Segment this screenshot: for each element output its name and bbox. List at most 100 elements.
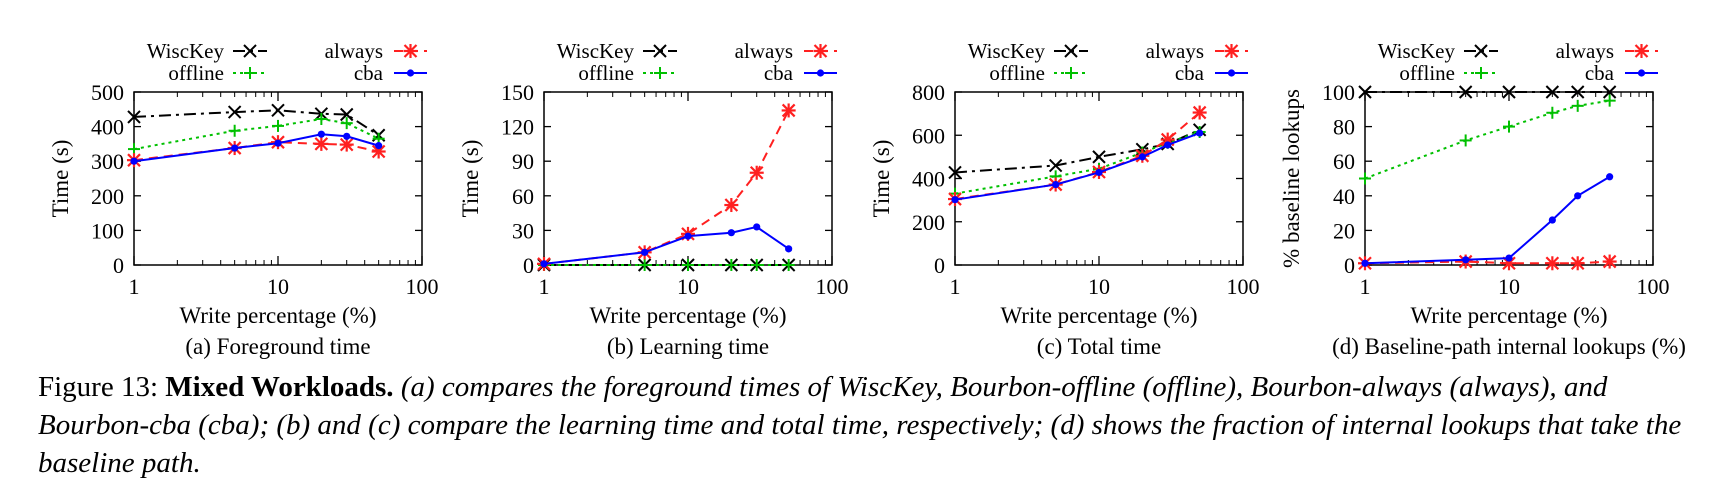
data-point (1505, 254, 1513, 262)
data-point (1358, 85, 1372, 99)
x-tick-label: 10 (267, 274, 289, 299)
x-axis-label: Write percentage (%) (1410, 303, 1607, 328)
legend-label: WiscKey (557, 39, 635, 63)
y-tick-label: 0 (1344, 253, 1355, 278)
series-always (127, 135, 386, 168)
y-tick-label: 100 (1322, 80, 1355, 105)
series-line (954, 132, 1201, 201)
data-point (682, 259, 694, 271)
y-tick-label: 0 (523, 253, 534, 278)
subplot-title: (a) Foreground time (185, 334, 370, 359)
marker-dot (1505, 254, 1513, 262)
marker-dot (785, 245, 793, 253)
series-offline (1359, 94, 1616, 185)
chart-c: 0 200 400 600 800 1 10 100 Write percentage (%) T… (869, 39, 1260, 359)
legend-item-cba: cba (1585, 61, 1658, 85)
legend-item-always: always (1146, 39, 1248, 63)
legend-label: cba (764, 61, 794, 85)
marker-stroke (1474, 44, 1488, 58)
data-point (1574, 192, 1582, 200)
y-axis-label: Time (s) (458, 140, 483, 218)
marker-dot (1606, 173, 1614, 181)
legend-swatch-marker (403, 44, 418, 58)
legend-swatch-marker (653, 44, 667, 58)
y-tick-label: 120 (501, 115, 534, 140)
y-tick-label: 30 (512, 218, 534, 243)
data-point (339, 137, 354, 152)
marker-dot (1462, 256, 1470, 264)
x-axis-label: Write percentage (%) (1000, 303, 1197, 328)
x-tick-label: 1 (950, 274, 961, 299)
series-offline (128, 112, 385, 156)
legend-item-always: always (735, 39, 837, 63)
series-cba (951, 129, 1204, 204)
data-point (781, 103, 796, 118)
marker-stroke (1458, 85, 1473, 99)
legend-swatch-marker (1227, 69, 1236, 77)
marker-dot (130, 157, 138, 165)
y-tick-label: 20 (1333, 218, 1355, 243)
data-point (227, 105, 242, 119)
series-line (954, 131, 1200, 195)
series-line (133, 141, 379, 162)
series-line (133, 133, 379, 163)
data-point (1164, 141, 1172, 149)
data-point (724, 198, 739, 213)
series-line (543, 225, 790, 265)
y-tick-label: 500 (91, 80, 124, 105)
y-tick-label: 150 (501, 80, 534, 105)
data-point (749, 165, 764, 180)
data-point (1359, 172, 1371, 185)
x-axis-label: Write percentage (%) (589, 303, 786, 328)
legend-label: cba (1175, 61, 1205, 85)
caption-body: (a) compares the foreground times of Wis… (38, 371, 1682, 479)
y-tick-label: 200 (912, 210, 945, 235)
data-point (1548, 216, 1556, 224)
y-tick-label: 400 (912, 167, 945, 192)
data-point (274, 139, 282, 147)
y-tick-label: 90 (512, 149, 534, 174)
data-point (1545, 256, 1560, 271)
legend-item-wisckey: WiscKey (147, 39, 267, 63)
legend-label: WiscKey (1378, 39, 1456, 63)
legend-label: cba (354, 61, 384, 85)
data-point (727, 229, 735, 237)
marker-dot (1052, 180, 1060, 189)
y-tick-label: 800 (912, 80, 945, 105)
data-point (1571, 99, 1584, 112)
legend-swatch-marker (1064, 44, 1078, 58)
legend-label: always (1146, 39, 1204, 63)
data-point (1606, 173, 1614, 181)
y-tick-label: 80 (1333, 115, 1355, 140)
data-point (343, 132, 351, 140)
legend-label: always (735, 39, 793, 63)
series-line (1364, 99, 1610, 180)
series-always (537, 103, 796, 271)
legend-swatch-marker (243, 44, 257, 58)
x-tick-label: 100 (1227, 274, 1260, 299)
marker-stroke (127, 110, 141, 124)
data-point (1459, 134, 1472, 147)
marker-dot (317, 130, 325, 138)
data-point (684, 232, 692, 240)
marker-stroke (1502, 85, 1516, 99)
legend-swatch-marker (816, 69, 825, 77)
marker-dot (816, 69, 825, 77)
data-point (375, 142, 383, 150)
legend-label: offline (989, 61, 1045, 85)
legend-label: offline (578, 61, 634, 85)
y-tick-label: 600 (912, 123, 945, 148)
marker-dot (641, 248, 649, 256)
data-point (1462, 256, 1470, 264)
legend-label: offline (1399, 61, 1455, 85)
x-tick-label: 1 (1360, 274, 1371, 299)
data-point (314, 136, 329, 151)
y-tick-label: 0 (934, 253, 945, 278)
legend-item-always: always (325, 39, 427, 63)
data-point (753, 223, 761, 231)
subplot-title: (c) Total time (1037, 334, 1161, 359)
data-point (1095, 168, 1103, 177)
legend-item-cba: cba (764, 61, 837, 85)
